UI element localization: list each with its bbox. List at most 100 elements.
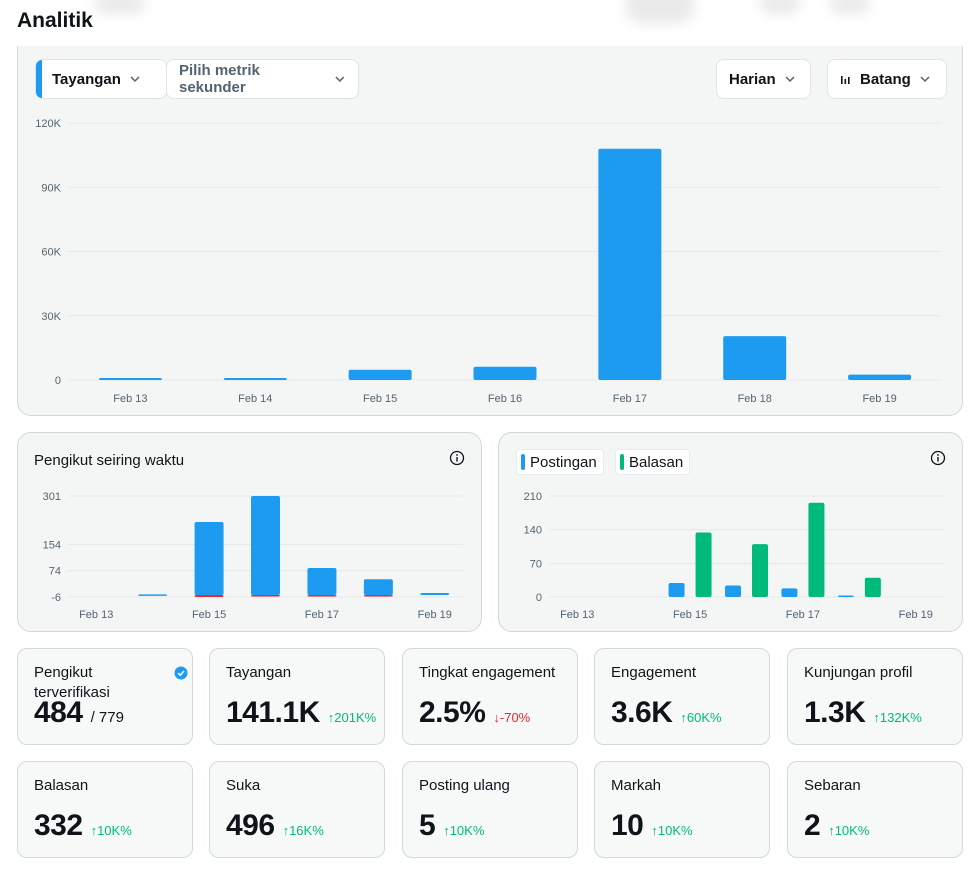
stat-card[interactable]: Balasan 332 ↑10K% [17, 761, 193, 858]
bar [725, 585, 741, 597]
stat-change: ↑16K% [282, 823, 324, 838]
bar [194, 595, 224, 597]
y-tick-label: -6 [51, 592, 61, 604]
primary-metric-dropdown[interactable]: Tayangan [35, 59, 167, 99]
stat-label: Balasan [34, 777, 89, 794]
legend-replies[interactable]: Balasan [615, 449, 691, 475]
stat-value: 141.1K [226, 696, 320, 729]
y-tick-label: 120K [35, 118, 61, 130]
secondary-metric-dropdown[interactable]: Pilih metrik sekunder [166, 59, 359, 99]
interval-dropdown[interactable]: Harian [716, 59, 811, 99]
primary-metric-accent [36, 60, 42, 98]
bar [695, 532, 712, 597]
y-tick-label: 74 [49, 566, 61, 578]
stat-card[interactable]: Pengikut terverifikasi 484 / 779 [17, 648, 193, 745]
chevron-down-icon [785, 76, 795, 83]
stat-value-row: 1.3K ↑132K% [804, 696, 922, 730]
page-title: Analitik [17, 9, 93, 32]
bar-chart-icon [841, 76, 850, 84]
chevron-down-icon [335, 76, 345, 82]
stat-value: 5 [419, 809, 436, 842]
y-tick-label: 30K [41, 311, 61, 323]
stat-card[interactable]: Posting ulang 5 ↑10K% [402, 761, 578, 858]
bar [723, 336, 787, 380]
stat-card[interactable]: Engagement 3.6K ↑60K% [594, 648, 770, 745]
y-tick-label: 0 [536, 592, 542, 604]
y-tick-label: 210 [524, 491, 542, 503]
bar [138, 594, 168, 596]
stat-value-row: 5 ↑10K% [419, 809, 484, 843]
stat-change: ↑10K% [651, 823, 693, 838]
chart-type-label: Batang [860, 70, 911, 88]
stat-change: ↑132K% [873, 710, 922, 725]
stat-label: Suka [226, 777, 261, 794]
x-tick-label: Feb 18 [738, 393, 772, 405]
chart-type-dropdown[interactable]: Batang [827, 59, 947, 99]
legend-posts[interactable]: Postingan [516, 449, 604, 475]
verified-badge-icon [174, 666, 188, 680]
stat-card[interactable]: Tayangan 141.1K ↑201K% [209, 648, 385, 745]
legend-posts-label: Postingan [530, 453, 597, 471]
stat-value-row: 3.6K ↑60K% [611, 696, 722, 730]
y-tick-label: 140 [524, 525, 542, 537]
stat-change: ↑10K% [443, 823, 485, 838]
stat-card[interactable]: Markah 10 ↑10K% [594, 761, 770, 858]
bar [223, 378, 287, 380]
bar [598, 148, 662, 380]
bar [864, 577, 881, 597]
bar [251, 496, 280, 596]
bar [808, 502, 825, 597]
stat-change: ↑201K% [327, 710, 377, 725]
stat-label: Pengikut terverifikasi [34, 664, 110, 701]
stat-value: 496 [226, 809, 275, 842]
y-tick-label: 60K [41, 247, 61, 259]
bar [307, 568, 337, 596]
x-tick-label: Feb 14 [238, 393, 272, 405]
bar [363, 595, 393, 597]
stat-card[interactable]: Tingkat engagement 2.5% ↓-70% [402, 648, 578, 745]
y-tick-label: 301 [43, 491, 61, 503]
stat-label: Sebaran [804, 777, 861, 794]
bar [781, 588, 798, 597]
y-tick-label: 0 [55, 375, 61, 387]
info-icon[interactable] [930, 450, 946, 466]
legend-replies-label: Balasan [629, 453, 684, 471]
stat-value: 332 [34, 809, 83, 842]
stat-value: 2 [804, 809, 821, 842]
interval-label: Harian [729, 70, 776, 88]
stat-label: Markah [611, 777, 662, 794]
bar [473, 366, 537, 380]
x-tick-label: Feb 13 [113, 393, 147, 405]
bar [668, 583, 685, 597]
info-icon[interactable] [449, 450, 465, 466]
stat-card[interactable]: Kunjungan profil 1.3K ↑132K% [787, 648, 963, 745]
x-tick-label: Feb 15 [673, 609, 707, 621]
x-tick-label: Feb 19 [418, 609, 452, 621]
x-tick-label: Feb 17 [305, 609, 339, 621]
chevron-down-icon [130, 76, 140, 83]
stat-label: Kunjungan profil [804, 664, 913, 681]
x-tick-label: Feb 19 [862, 393, 896, 405]
stat-change: ↑10K% [90, 823, 132, 838]
stat-card[interactable]: Suka 496 ↑16K% [209, 761, 385, 858]
posts-replies-bar-chart: 210 140 70 0 Feb 13 Feb 15 Feb 17 Feb 19 [524, 491, 944, 621]
x-tick-label: Feb 13 [560, 609, 594, 621]
bar [348, 369, 412, 380]
bar [307, 595, 337, 597]
stat-value-row: 484 / 779 [34, 696, 124, 730]
bar [752, 544, 768, 597]
secondary-metric-label: Pilih metrik sekunder [179, 62, 260, 96]
y-tick-label: 90K [41, 182, 61, 194]
bar [363, 579, 393, 596]
stat-card[interactable]: Sebaran 2 ↑10K% [787, 761, 963, 858]
stat-value-row: 10 ↑10K% [611, 809, 693, 843]
followers-chart-title: Pengikut seiring waktu [34, 452, 185, 469]
followers-bar-chart: 301 154 74 -6 Feb 13 Feb 15 Feb 17 Feb 19 [43, 491, 463, 621]
stat-value: 2.5% [419, 696, 486, 729]
x-tick-label: Feb 15 [192, 609, 226, 621]
stat-change: ↑60K% [680, 710, 722, 725]
bar [251, 595, 280, 597]
x-tick-label: Feb 13 [79, 609, 113, 621]
stat-label: Tayangan [226, 664, 292, 681]
chevron-down-icon [920, 76, 930, 83]
